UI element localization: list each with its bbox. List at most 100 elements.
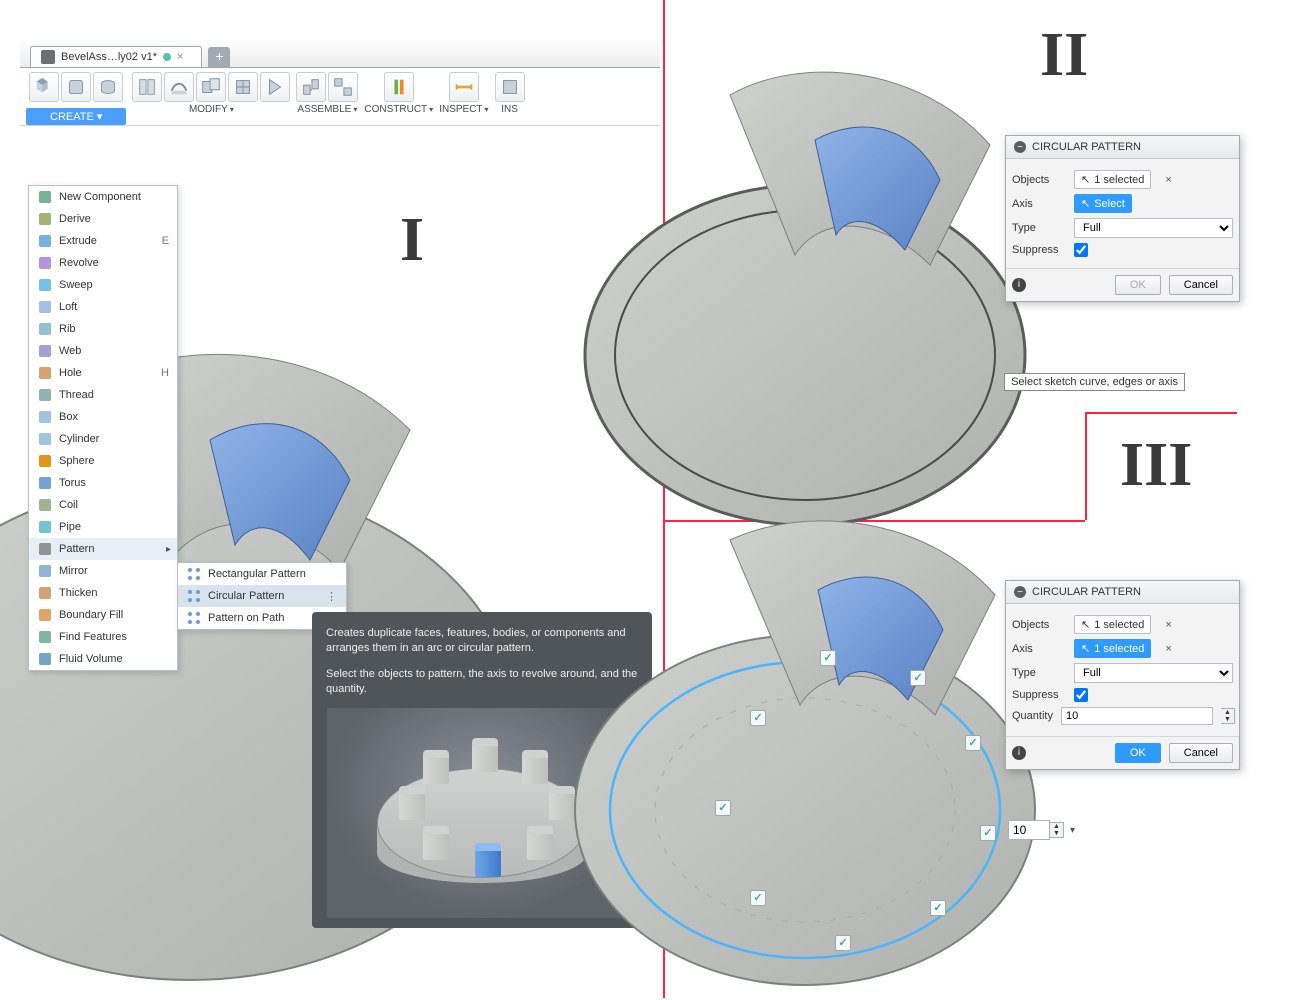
panel-step-2: − CIRCULAR PATTERN Objects ↖1 selected ×… <box>680 15 1240 535</box>
menu-item-icon <box>37 651 53 667</box>
assemble-tool-1[interactable] <box>296 72 326 102</box>
collapse-icon[interactable]: − <box>1014 141 1026 153</box>
instance-toggle[interactable]: ✓ <box>835 935 851 951</box>
construct-label[interactable]: CONSTRUCT <box>364 104 433 115</box>
menu-item-boundary-fill[interactable]: Boundary Fill <box>29 604 177 626</box>
menu-item-pipe[interactable]: Pipe <box>29 516 177 538</box>
menu-item-loft[interactable]: Loft <box>29 296 177 318</box>
instance-toggle[interactable]: ✓ <box>750 890 766 906</box>
quantity-floating-input[interactable]: ▲▼ ▾ <box>1008 820 1075 840</box>
label-type: Type <box>1012 667 1066 679</box>
menu-item-label: Find Features <box>59 631 127 643</box>
create-tool-1[interactable] <box>29 72 59 102</box>
objects-selector[interactable]: ↖1 selected <box>1074 170 1151 189</box>
objects-clear[interactable]: × <box>1165 174 1171 186</box>
quantity-float-dropdown[interactable]: ▾ <box>1070 825 1075 836</box>
insert-tool[interactable] <box>495 72 525 102</box>
menu-item-revolve[interactable]: Revolve <box>29 252 177 274</box>
document-tab[interactable]: BevelAss…ly02 v1* × <box>30 46 202 67</box>
menu-item-rib[interactable]: Rib <box>29 318 177 340</box>
inspect-tool[interactable] <box>449 72 479 102</box>
menu-item-find-features[interactable]: Find Features <box>29 626 177 648</box>
quantity-spinner[interactable]: ▲▼ <box>1221 708 1235 724</box>
assemble-tool-2[interactable] <box>328 72 358 102</box>
instance-toggle[interactable]: ✓ <box>820 650 836 666</box>
type-select[interactable]: Full <box>1074 218 1233 238</box>
objects-selector[interactable]: ↖1 selected <box>1074 615 1151 634</box>
construct-tool[interactable] <box>384 72 414 102</box>
modify-label[interactable]: MODIFY <box>189 104 234 115</box>
info-icon[interactable]: i <box>1012 746 1026 760</box>
label-axis: Axis <box>1012 198 1066 210</box>
cancel-button[interactable]: Cancel <box>1169 275 1233 295</box>
dialog-title-bar[interactable]: − CIRCULAR PATTERN <box>1006 136 1239 159</box>
collapse-icon[interactable]: − <box>1014 586 1026 598</box>
new-tab-button[interactable]: + <box>208 47 230 67</box>
menu-item-torus[interactable]: Torus <box>29 472 177 494</box>
axis-selector[interactable]: ↖1 selected <box>1074 639 1151 658</box>
menu-item-icon <box>37 233 53 249</box>
menu-item-icon <box>37 189 53 205</box>
create-tool-2[interactable] <box>61 72 91 102</box>
assemble-label[interactable]: ASSEMBLE <box>297 104 357 115</box>
menu-item-label: Pattern <box>59 543 94 555</box>
submenu-item-rectangular-pattern[interactable]: Rectangular Pattern <box>178 563 346 585</box>
instance-toggle[interactable]: ✓ <box>910 670 926 686</box>
tab-close-button[interactable]: × <box>177 51 183 63</box>
menu-item-web[interactable]: Web <box>29 340 177 362</box>
axis-clear[interactable]: × <box>1165 643 1171 655</box>
menu-item-new-component[interactable]: New Component <box>29 186 177 208</box>
create-dropdown[interactable]: CREATE ▾ <box>26 108 126 125</box>
menu-item-thicken[interactable]: Thicken <box>29 582 177 604</box>
menu-item-cylinder[interactable]: Cylinder <box>29 428 177 450</box>
spin-up-icon: ▲ <box>1221 709 1234 716</box>
quantity-float-spinner[interactable]: ▲▼ <box>1050 822 1064 838</box>
modify-tool-5[interactable] <box>260 72 290 102</box>
modify-tool-1[interactable] <box>132 72 162 102</box>
menu-item-mirror[interactable]: Mirror <box>29 560 177 582</box>
cancel-button[interactable]: Cancel <box>1169 743 1233 763</box>
menu-item-sphere[interactable]: Sphere <box>29 450 177 472</box>
menu-item-sweep[interactable]: Sweep <box>29 274 177 296</box>
suppress-checkbox[interactable] <box>1074 688 1088 702</box>
menu-item-coil[interactable]: Coil <box>29 494 177 516</box>
objects-clear[interactable]: × <box>1165 619 1171 631</box>
info-icon[interactable]: i <box>1012 278 1026 292</box>
instance-toggle[interactable]: ✓ <box>715 800 731 816</box>
menu-item-icon <box>37 519 53 535</box>
suppress-checkbox[interactable] <box>1074 243 1088 257</box>
modify-tool-2[interactable] <box>164 72 194 102</box>
instance-toggle[interactable]: ✓ <box>930 900 946 916</box>
ok-button[interactable]: OK <box>1115 743 1161 763</box>
modify-tool-3[interactable] <box>196 72 226 102</box>
more-icon[interactable]: ⋮ <box>326 590 338 603</box>
instance-toggle[interactable]: ✓ <box>980 825 996 841</box>
document-tab-title: BevelAss…ly02 v1* <box>61 51 157 63</box>
menu-item-label: Coil <box>59 499 78 511</box>
modify-tool-4[interactable] <box>228 72 258 102</box>
instance-toggle[interactable]: ✓ <box>750 710 766 726</box>
dialog-title-bar[interactable]: − CIRCULAR PATTERN <box>1006 581 1239 604</box>
menu-item-fluid-volume[interactable]: Fluid Volume <box>29 648 177 670</box>
quantity-input[interactable] <box>1061 707 1213 725</box>
menu-item-icon <box>37 607 53 623</box>
label-axis: Axis <box>1012 643 1066 655</box>
axis-selector[interactable]: ↖Select <box>1074 194 1132 213</box>
menu-item-extrude[interactable]: ExtrudeE <box>29 230 177 252</box>
create-tool-3[interactable] <box>93 72 123 102</box>
inspect-label[interactable]: INSPECT <box>439 104 488 115</box>
menu-item-label: Pipe <box>59 521 81 533</box>
quantity-float-field[interactable] <box>1008 820 1050 840</box>
submenu-item-circular-pattern[interactable]: Circular Pattern⋮ <box>178 585 346 607</box>
insert-label[interactable]: INS <box>501 104 518 115</box>
ok-button[interactable]: OK <box>1115 275 1161 295</box>
menu-item-thread[interactable]: Thread <box>29 384 177 406</box>
menu-item-hole[interactable]: HoleH <box>29 362 177 384</box>
dialog-title: CIRCULAR PATTERN <box>1032 586 1141 598</box>
type-select[interactable]: Full <box>1074 663 1233 683</box>
menu-item-pattern[interactable]: Pattern <box>29 538 177 560</box>
instance-toggle[interactable]: ✓ <box>965 735 981 751</box>
menu-item-derive[interactable]: Derive <box>29 208 177 230</box>
dialog-title: CIRCULAR PATTERN <box>1032 141 1141 153</box>
menu-item-box[interactable]: Box <box>29 406 177 428</box>
